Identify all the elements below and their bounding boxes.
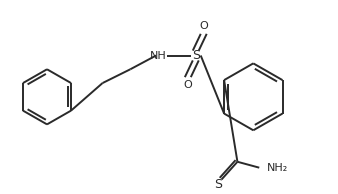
Text: O: O (184, 80, 192, 90)
Text: S: S (215, 178, 223, 191)
Text: NH₂: NH₂ (267, 163, 288, 173)
Text: O: O (199, 21, 208, 31)
Text: NH: NH (150, 50, 167, 61)
Text: S: S (192, 49, 200, 62)
